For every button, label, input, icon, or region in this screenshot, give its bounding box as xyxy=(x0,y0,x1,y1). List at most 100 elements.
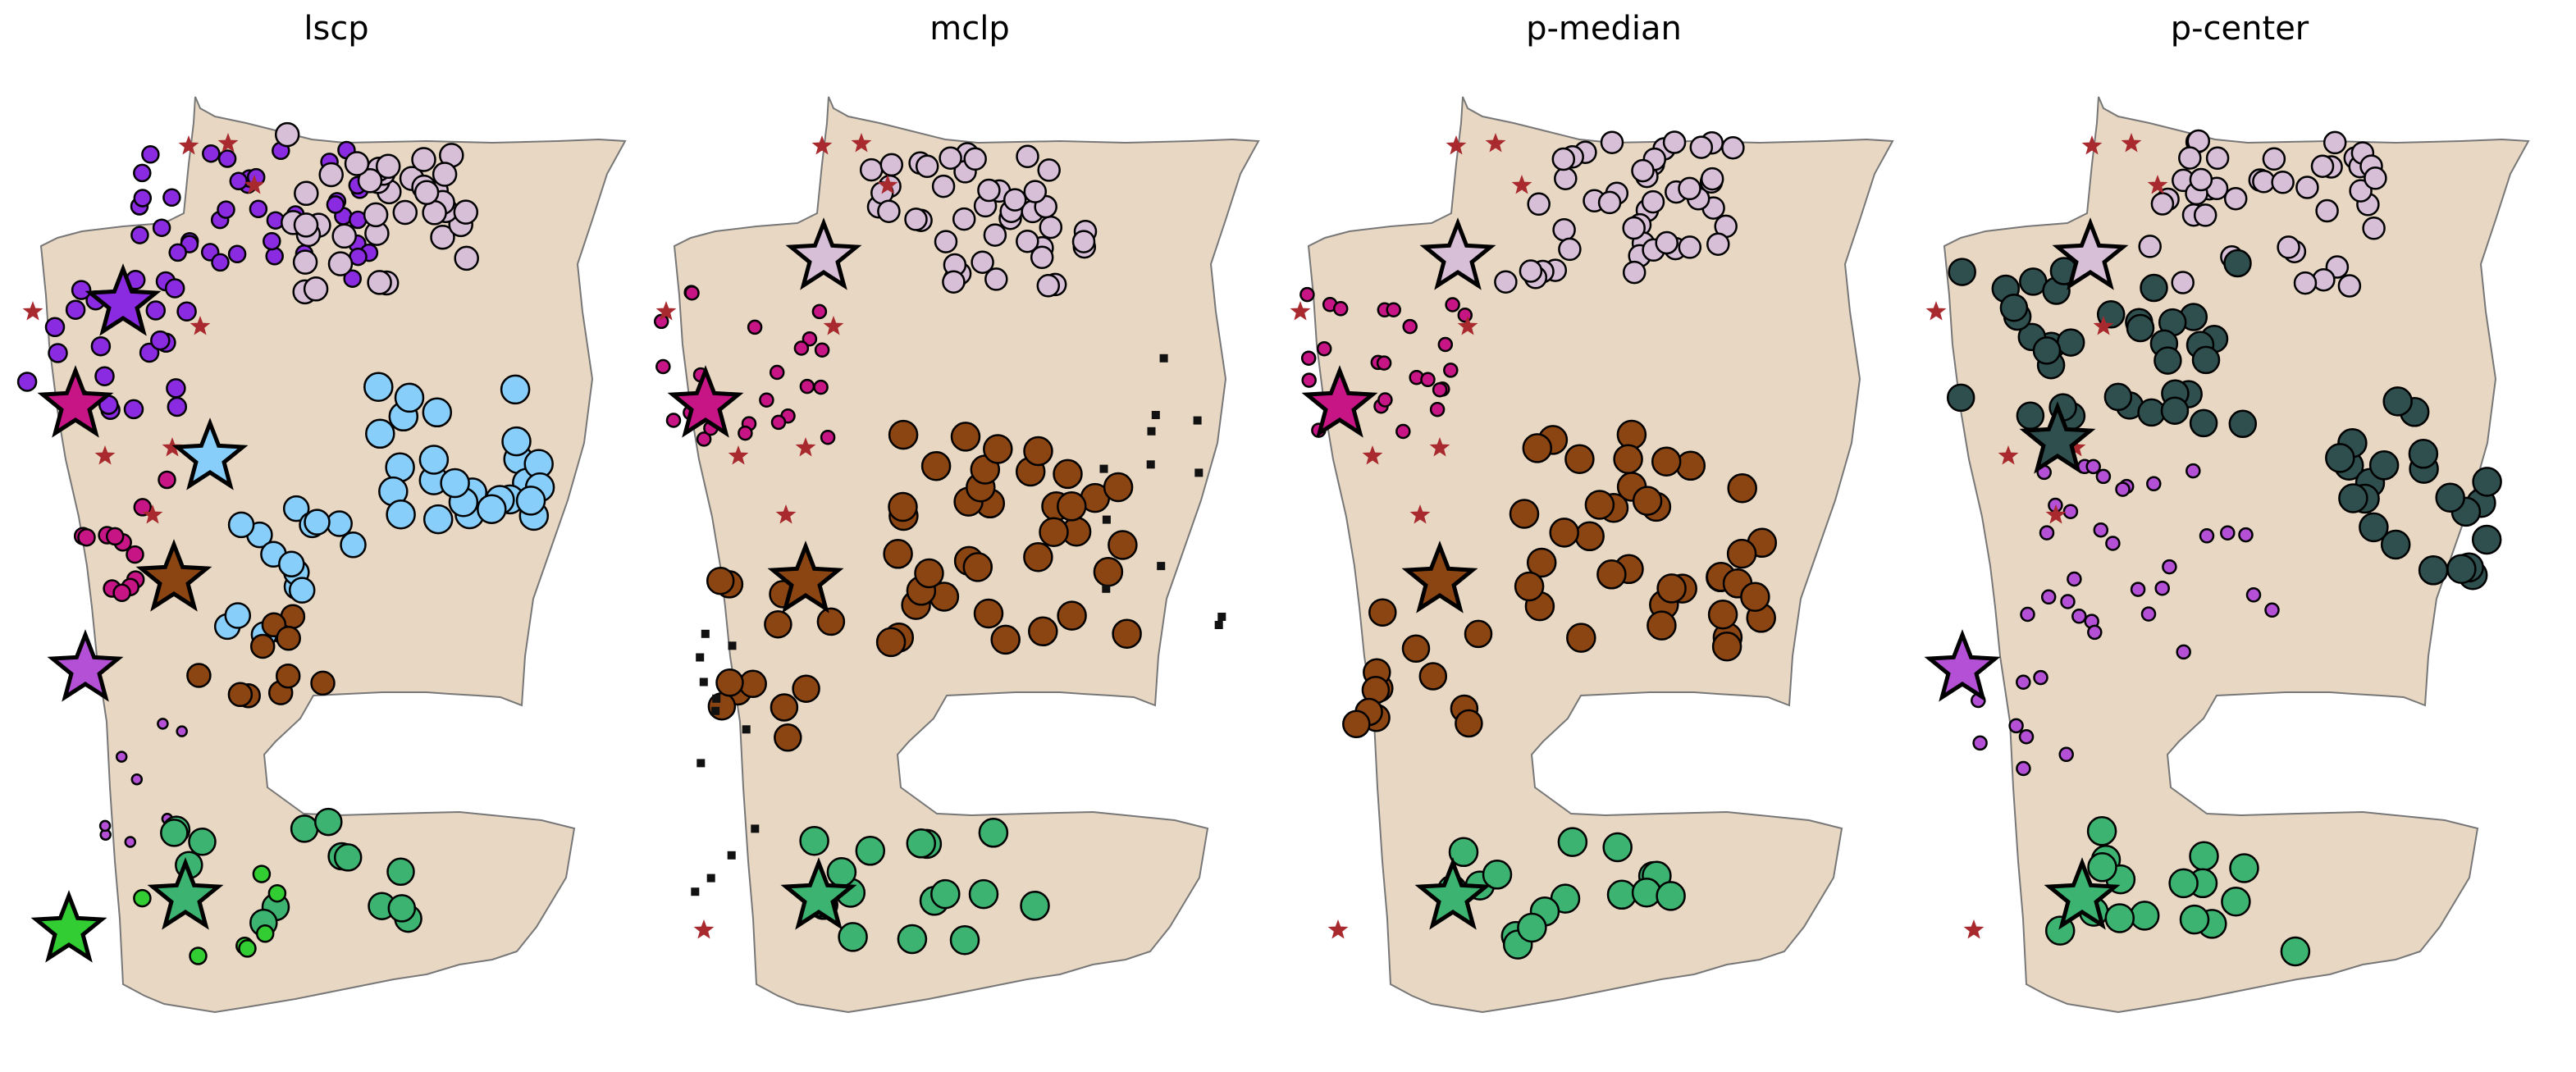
selected-facility xyxy=(667,365,744,438)
demand-point xyxy=(386,857,415,887)
demand-point xyxy=(2223,186,2248,211)
candidate-site xyxy=(178,135,199,155)
demand-point xyxy=(77,527,96,547)
demand-point xyxy=(984,267,1008,291)
demand-point xyxy=(48,343,68,363)
uncovered-demand-point xyxy=(1194,468,1204,477)
demand-point xyxy=(227,682,253,708)
demand-point xyxy=(2086,816,2117,846)
demand-point xyxy=(112,583,131,603)
demand-point xyxy=(2176,644,2191,660)
demand-point xyxy=(2130,582,2146,597)
demand-point xyxy=(1443,363,1459,378)
demand-point xyxy=(2293,271,2318,295)
map-layer xyxy=(39,96,627,1014)
demand-layer xyxy=(1946,129,2502,967)
demand-point xyxy=(1552,217,1576,242)
demand-point xyxy=(229,171,249,191)
demand-point xyxy=(1999,293,2029,322)
demand-point xyxy=(859,157,884,182)
demand-point xyxy=(2220,525,2236,541)
candidate-layer xyxy=(655,133,898,939)
demand-point xyxy=(939,146,962,170)
demand-point xyxy=(1622,260,1647,285)
demand-point xyxy=(1656,881,1686,911)
demand-point xyxy=(1557,827,1588,857)
demand-point xyxy=(1039,215,1063,239)
candidate-layer xyxy=(1925,133,2168,939)
demand-point xyxy=(282,495,310,522)
demand-point xyxy=(1651,446,1682,477)
candidate-site xyxy=(1485,133,1506,153)
demand-point xyxy=(1037,158,1061,182)
demand-point xyxy=(2189,167,2213,192)
panel-mclp: mclp xyxy=(653,10,1260,1014)
demand-point xyxy=(962,552,993,582)
demand-point xyxy=(133,498,153,517)
candidate-site xyxy=(1511,175,1532,194)
demand-point xyxy=(2105,536,2121,551)
demand-point xyxy=(1700,167,1724,191)
demand-point xyxy=(2280,936,2311,967)
demand-point xyxy=(343,269,362,288)
uncovered-demand-point xyxy=(696,653,705,662)
demand-point xyxy=(224,602,252,629)
uncovered-demand-point xyxy=(1214,621,1223,629)
demand-point xyxy=(2095,468,2112,485)
demand-point xyxy=(1494,270,1518,294)
demand-point xyxy=(963,147,987,171)
demand-point xyxy=(2016,674,2031,690)
map-layer xyxy=(1943,96,2530,1014)
demand-point xyxy=(44,317,66,338)
demand-point xyxy=(920,450,952,481)
demand-point xyxy=(2435,482,2465,513)
demand-point xyxy=(331,223,357,249)
demand-point xyxy=(1566,623,1596,653)
uncovered-demand-point xyxy=(1146,460,1155,469)
demand-point xyxy=(2162,559,2177,575)
demand-point xyxy=(326,195,345,214)
demand-point xyxy=(454,245,479,271)
demand-point xyxy=(1597,190,1622,215)
uncovered-demand-point xyxy=(751,824,760,833)
selected-facility xyxy=(135,539,212,612)
uncovered-demand-point xyxy=(1159,354,1168,363)
demand-point xyxy=(2337,274,2362,298)
demand-point xyxy=(1527,192,1551,217)
demand-point xyxy=(2040,589,2057,605)
demand-point xyxy=(747,319,763,335)
selected-facility xyxy=(785,217,862,290)
demand-point xyxy=(2160,396,2190,425)
demand-point xyxy=(977,178,1001,203)
demand-point xyxy=(1727,472,1757,504)
demand-point xyxy=(2018,728,2035,745)
demand-point xyxy=(2085,458,2101,475)
demand-point xyxy=(2016,760,2031,777)
candidate-site xyxy=(728,445,749,465)
demand-point xyxy=(1053,458,1083,490)
candidate-site xyxy=(1925,301,1947,321)
land-polygon xyxy=(39,96,627,1014)
demand-point xyxy=(1395,423,1411,440)
demand-point xyxy=(2033,669,2048,686)
demand-point xyxy=(2071,609,2087,624)
demand-point xyxy=(915,154,939,179)
panel-title: mclp xyxy=(929,10,1009,48)
demand-point xyxy=(1517,912,1547,943)
uncovered-demand-point xyxy=(697,759,706,768)
demand-point xyxy=(696,431,712,447)
selected-facility xyxy=(171,417,249,490)
demand-point xyxy=(855,836,886,866)
demand-point xyxy=(1300,350,1317,366)
candidate-site xyxy=(2081,135,2103,155)
demand-point xyxy=(2472,467,2502,497)
demand-point xyxy=(1946,383,1975,413)
demand-point xyxy=(304,509,331,536)
demand-point xyxy=(1301,372,1317,388)
candidate-site xyxy=(94,445,116,465)
candidate-site xyxy=(655,301,677,321)
demand-point xyxy=(2087,624,2103,641)
demand-point xyxy=(1448,837,1479,868)
demand-point xyxy=(2104,903,2135,933)
demand-point xyxy=(1071,230,1096,253)
